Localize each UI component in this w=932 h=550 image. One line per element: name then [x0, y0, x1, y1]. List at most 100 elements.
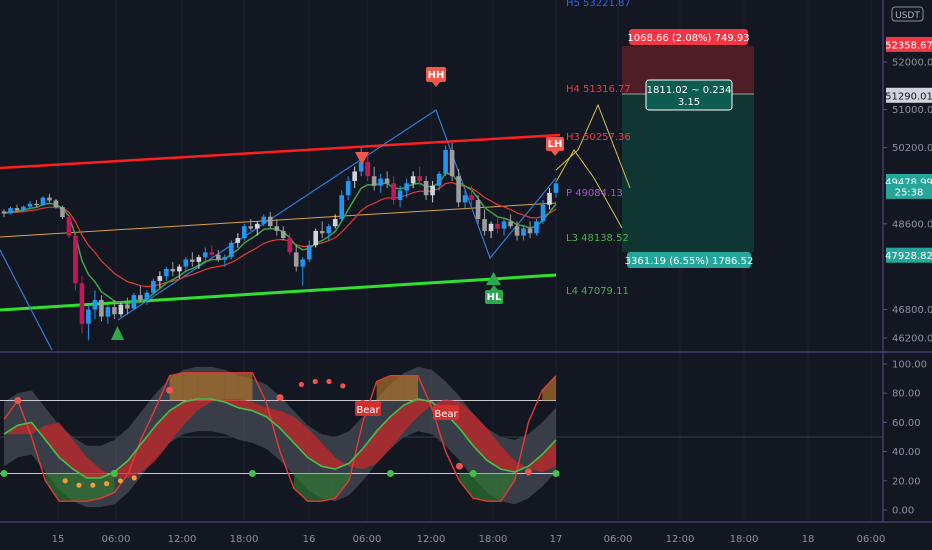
price-marker[interactable]: 52358.67 — [885, 36, 932, 52]
position-stop-label[interactable]: 3361.19 (6.55%) 1786.52 — [625, 252, 754, 268]
candle[interactable] — [417, 166, 422, 186]
candle[interactable] — [79, 276, 85, 334]
candle[interactable] — [267, 211, 273, 229]
currency-badge[interactable]: USDT — [891, 6, 924, 22]
candle[interactable] — [456, 169, 461, 208]
candle[interactable] — [125, 297, 130, 315]
oscillator-axis[interactable]: 100.00 80.00 60.00 40.00 20.00 0.00 — [883, 360, 927, 517]
candle[interactable] — [300, 257, 306, 286]
channel-mid-line[interactable] — [0, 202, 557, 238]
candle[interactable] — [196, 254, 202, 269]
candle[interactable] — [222, 254, 228, 267]
oscillator-pane[interactable]: Bear Bear — [0, 366, 883, 508]
candle[interactable] — [280, 226, 286, 241]
candle[interactable] — [371, 166, 377, 191]
candle[interactable] — [34, 200, 39, 208]
candle[interactable] — [190, 252, 195, 267]
candle[interactable] — [21, 205, 26, 212]
candle[interactable] — [99, 295, 104, 322]
candle[interactable] — [352, 166, 357, 189]
candle[interactable] — [365, 154, 370, 181]
candle[interactable] — [183, 257, 189, 272]
candle[interactable] — [151, 278, 156, 296]
candle[interactable] — [514, 221, 520, 241]
candle[interactable] — [527, 221, 533, 239]
candle[interactable] — [384, 171, 390, 189]
candle[interactable] — [443, 145, 448, 177]
candle[interactable] — [436, 171, 442, 191]
candle[interactable] — [241, 223, 247, 241]
candle[interactable] — [112, 299, 117, 319]
candle[interactable] — [534, 219, 539, 236]
candle[interactable] — [248, 219, 254, 231]
price-axis[interactable]: 52000.00 51000.00 50200.00 48600.00 46800.00… — [883, 36, 932, 345]
candle[interactable] — [203, 247, 208, 262]
candle[interactable] — [216, 249, 221, 262]
bear-divergence-badge[interactable]: Bear — [355, 401, 381, 416]
candle[interactable] — [397, 185, 403, 208]
time-axis[interactable]: 15 06:00 12:00 18:00 16 06:00 12:00 18:00 17 06:0… — [52, 534, 886, 545]
candle[interactable] — [40, 196, 46, 206]
candle[interactable] — [73, 234, 78, 291]
position-center-label[interactable]: 1811.02 ~ 0.234 3.15 — [645, 79, 733, 111]
candle[interactable] — [423, 176, 429, 200]
candle[interactable] — [508, 214, 513, 229]
bear-divergence-badge[interactable]: Bear — [433, 405, 459, 420]
candle[interactable] — [261, 214, 267, 227]
candle[interactable] — [131, 292, 137, 310]
candle[interactable] — [326, 223, 332, 241]
candle[interactable] — [391, 176, 396, 205]
candle[interactable] — [339, 190, 344, 222]
candle[interactable] — [47, 193, 52, 203]
candle[interactable] — [332, 214, 338, 229]
candle[interactable] — [404, 178, 409, 198]
candle[interactable] — [430, 180, 435, 203]
price-marker[interactable]: 47928.82 — [885, 247, 932, 263]
candle[interactable] — [254, 221, 260, 236]
candle[interactable] — [86, 304, 91, 341]
candlesticks[interactable] — [1, 142, 559, 341]
candle[interactable] — [410, 171, 416, 189]
candle[interactable] — [469, 185, 474, 205]
candle[interactable] — [287, 233, 293, 255]
candle[interactable] — [1, 209, 7, 218]
candle[interactable] — [60, 205, 65, 220]
candle[interactable] — [170, 261, 176, 277]
position-target-label[interactable]: 1068.66 (2.08%) 749.93 — [627, 29, 750, 45]
candle[interactable] — [209, 245, 215, 260]
candle[interactable] — [14, 204, 20, 212]
candle[interactable] — [475, 195, 481, 224]
price-marker[interactable]: 25:38 — [886, 183, 932, 199]
channel-upper-line[interactable] — [0, 133, 561, 170]
candle[interactable] — [345, 176, 351, 200]
candle[interactable] — [482, 209, 487, 236]
candle[interactable] — [27, 200, 33, 210]
candle[interactable] — [105, 304, 111, 324]
candle[interactable] — [92, 290, 98, 319]
candle[interactable] — [553, 180, 559, 198]
candle[interactable] — [449, 142, 455, 181]
candle[interactable] — [177, 264, 182, 279]
candle[interactable] — [501, 219, 507, 236]
candle[interactable] — [138, 285, 143, 303]
candle[interactable] — [540, 200, 546, 224]
candle[interactable] — [547, 188, 552, 210]
candle[interactable] — [462, 190, 468, 210]
candle[interactable] — [53, 199, 59, 209]
candle[interactable] — [319, 221, 325, 239]
candle[interactable] — [66, 216, 72, 239]
candle[interactable] — [521, 226, 526, 241]
long-position-tool[interactable] — [622, 46, 754, 252]
candle[interactable] — [228, 240, 234, 260]
candle[interactable] — [164, 266, 169, 281]
price-marker[interactable]: 51290.01 — [885, 87, 932, 103]
candle[interactable] — [157, 271, 163, 289]
candle[interactable] — [313, 228, 319, 248]
candle[interactable] — [8, 206, 13, 215]
candle[interactable] — [378, 173, 383, 193]
candle[interactable] — [235, 233, 241, 248]
candle[interactable] — [488, 221, 494, 239]
candle[interactable] — [495, 216, 500, 234]
candle[interactable] — [118, 302, 124, 317]
